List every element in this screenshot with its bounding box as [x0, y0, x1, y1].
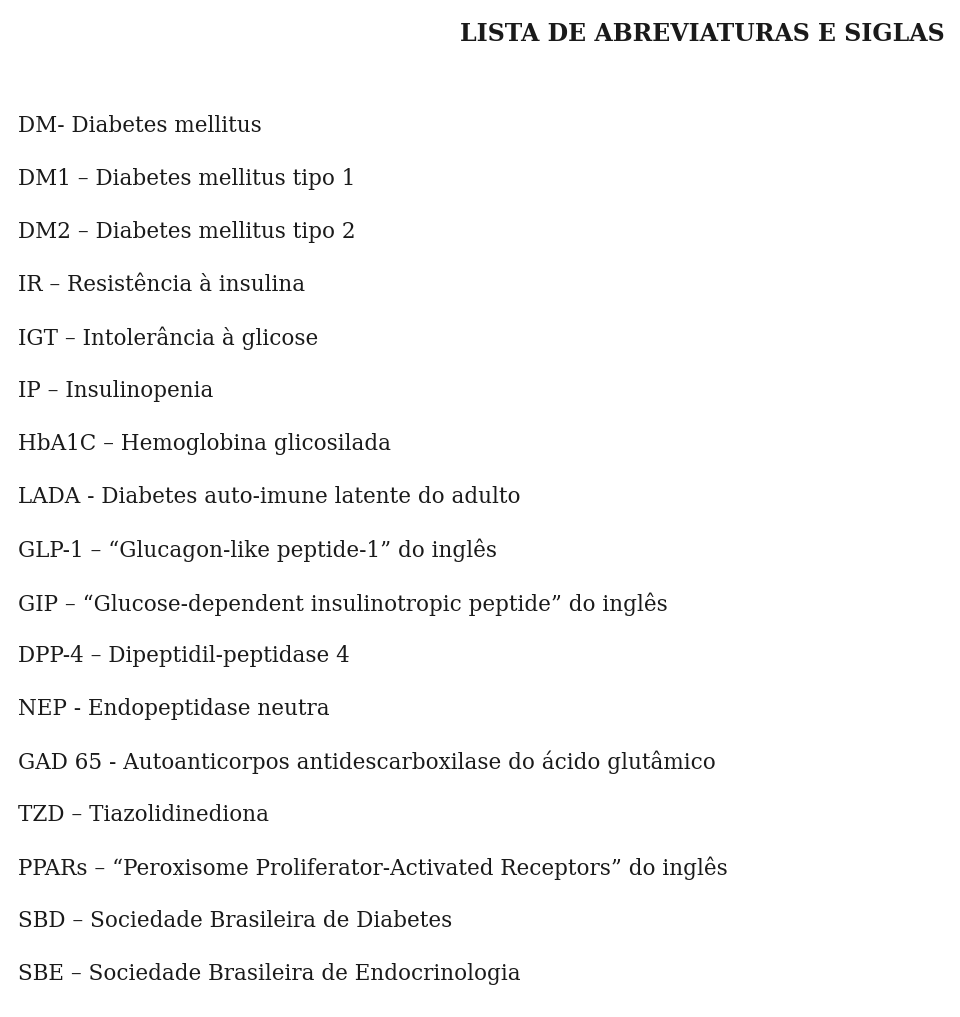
- Text: IR – Resistência à insulina: IR – Resistência à insulina: [18, 274, 305, 296]
- Text: GIP – “Glucose-dependent insulinotropic peptide” do inglês: GIP – “Glucose-dependent insulinotropic …: [18, 592, 668, 615]
- Text: DM- Diabetes mellitus: DM- Diabetes mellitus: [18, 115, 262, 137]
- Text: PPARs – “Peroxisome Proliferator-Activated Receptors” do inglês: PPARs – “Peroxisome Proliferator-Activat…: [18, 857, 728, 881]
- Text: DM2 – Diabetes mellitus tipo 2: DM2 – Diabetes mellitus tipo 2: [18, 221, 355, 243]
- Text: IP – Insulinopenia: IP – Insulinopenia: [18, 380, 213, 402]
- Text: GLP-1 – “Glucagon-like peptide-1” do inglês: GLP-1 – “Glucagon-like peptide-1” do ing…: [18, 539, 497, 562]
- Text: LISTA DE ABREVIATURAS E SIGLAS: LISTA DE ABREVIATURAS E SIGLAS: [461, 22, 945, 46]
- Text: DM1 – Diabetes mellitus tipo 1: DM1 – Diabetes mellitus tipo 1: [18, 168, 355, 190]
- Text: NEP - Endopeptidase neutra: NEP - Endopeptidase neutra: [18, 698, 329, 720]
- Text: GAD 65 - Autoanticorpos antidescarboxilase do ácido glutâmico: GAD 65 - Autoanticorpos antidescarboxila…: [18, 751, 716, 775]
- Text: SBE – Sociedade Brasileira de Endocrinologia: SBE – Sociedade Brasileira de Endocrinol…: [18, 963, 520, 985]
- Text: TZD – Tiazolidinediona: TZD – Tiazolidinediona: [18, 804, 269, 826]
- Text: IGT – Intolerância à glicose: IGT – Intolerância à glicose: [18, 327, 319, 351]
- Text: SBD – Sociedade Brasileira de Diabetes: SBD – Sociedade Brasileira de Diabetes: [18, 910, 452, 932]
- Text: HbA1C – Hemoglobina glicosilada: HbA1C – Hemoglobina glicosilada: [18, 433, 391, 455]
- Text: DPP-4 – Dipeptidil-peptidase 4: DPP-4 – Dipeptidil-peptidase 4: [18, 645, 349, 667]
- Text: LADA - Diabetes auto-imune latente do adulto: LADA - Diabetes auto-imune latente do ad…: [18, 486, 520, 508]
